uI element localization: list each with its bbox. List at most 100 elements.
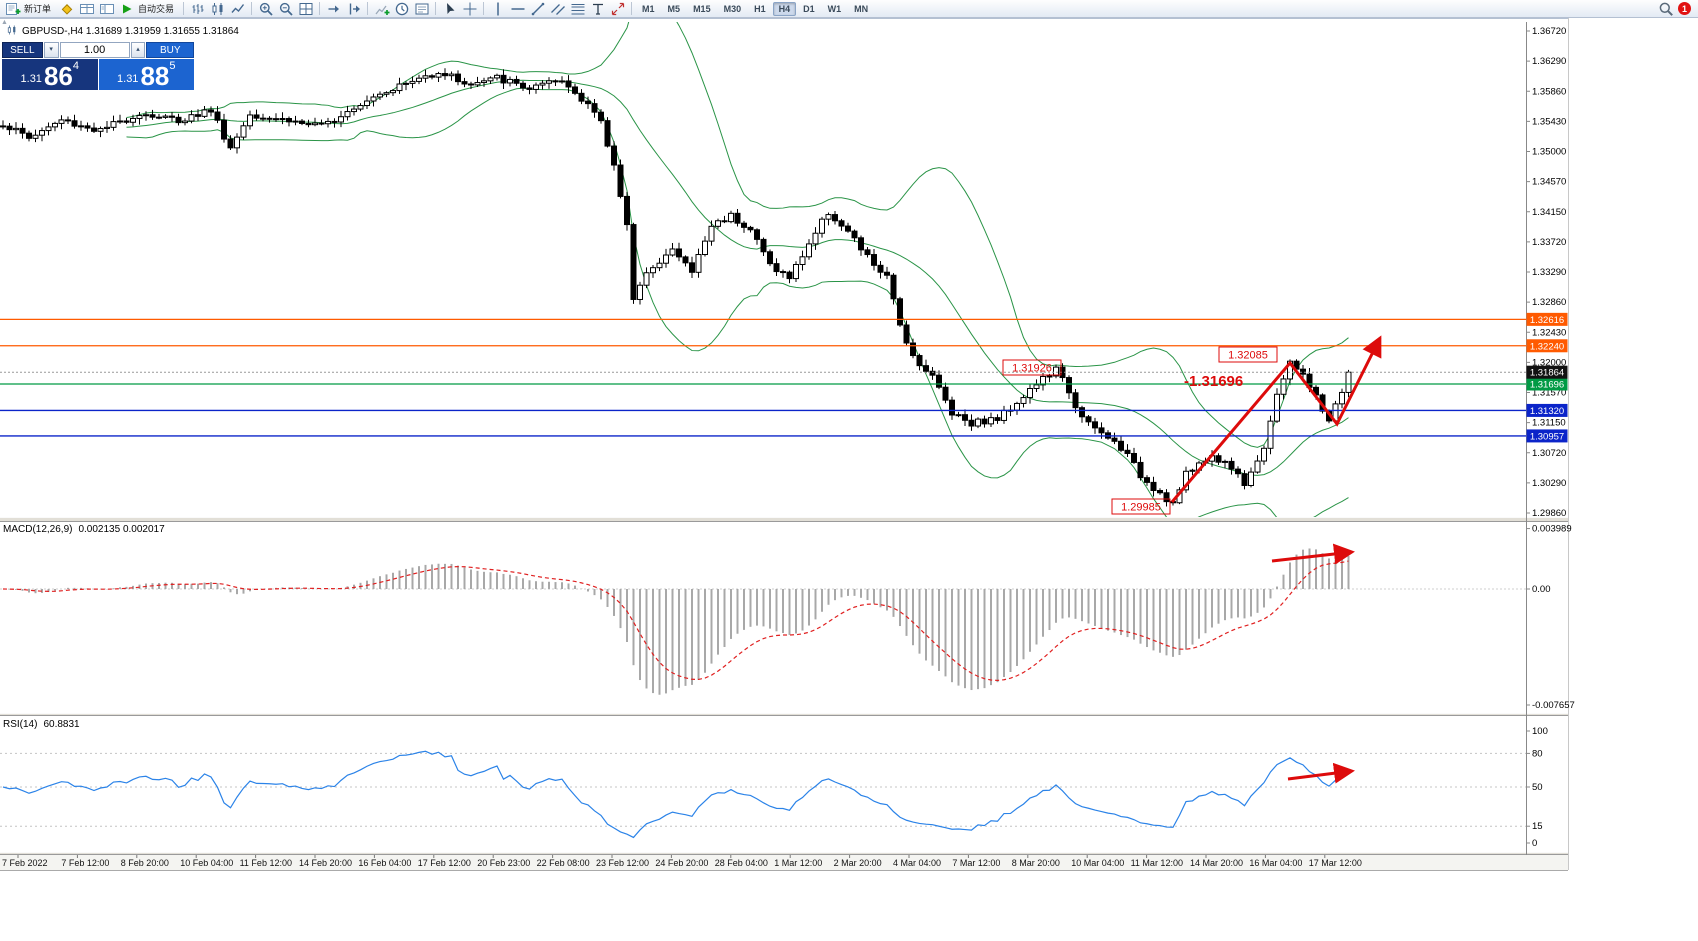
fibonacci-icon[interactable] xyxy=(568,1,587,17)
macd-histogram xyxy=(8,548,1350,695)
zoom-out-icon[interactable] xyxy=(276,1,295,17)
notification-badge[interactable]: 1 xyxy=(1678,2,1691,15)
price-axis[interactable]: 1.36720 1.36290 1.35860 1.35430 1.35000 1.345… xyxy=(1526,26,1566,519)
trend-arrow-rsi[interactable] xyxy=(1287,762,1355,784)
rsi-name: RSI(14) xyxy=(3,719,38,730)
time-axis-label: 20 Feb 23:00 xyxy=(477,858,530,868)
price-axis-label: 1.31150 xyxy=(1532,418,1566,429)
timeframe-button-m15[interactable]: M15 xyxy=(687,2,717,16)
timeframe-button-m30[interactable]: M30 xyxy=(718,2,748,16)
candle-chart-icon[interactable] xyxy=(208,1,227,17)
navigator-icon[interactable] xyxy=(97,1,116,17)
auto-scroll-icon[interactable] xyxy=(324,1,343,17)
time-axis-label: 10 Feb 04:00 xyxy=(180,858,233,868)
trend-line-icon[interactable] xyxy=(528,1,547,17)
buy-price-sup: 5 xyxy=(169,60,176,72)
toolbar-separator xyxy=(435,2,437,15)
chart-title-bar: GBPUSD-,H4 1.31689 1.31959 1.31655 1.318… xyxy=(6,24,239,39)
toolbar-separator xyxy=(367,2,369,15)
sell-price-big: 86 xyxy=(43,61,73,91)
timeframe-button-m5[interactable]: M5 xyxy=(662,2,687,16)
rsi-indicator-label: RSI(14) 60.8831 xyxy=(3,719,80,730)
buy-price-big: 88 xyxy=(140,61,170,91)
time-axis-label: 11 Feb 12:00 xyxy=(240,858,292,868)
panel-separator[interactable] xyxy=(0,852,1568,855)
rsi-value: 60.8831 xyxy=(43,719,80,730)
template-icon[interactable] xyxy=(412,1,431,17)
time-axis-labels: 7 Feb 2022 7 Feb 12:00 8 Feb 20:00 10 Feb 0… xyxy=(2,855,1362,868)
trend-arrow-macd[interactable] xyxy=(1271,543,1355,565)
arrows-icon[interactable] xyxy=(608,1,627,17)
time-axis-label: 8 Mar 20:00 xyxy=(1012,858,1060,868)
panel-separator[interactable] xyxy=(0,713,1568,716)
time-axis[interactable] xyxy=(0,855,1568,870)
price-tag xyxy=(1526,403,1568,417)
buy-price[interactable]: 1.31 88 5 xyxy=(98,59,194,91)
volume-decrease-icon[interactable] xyxy=(43,42,59,58)
channel-icon[interactable] xyxy=(548,1,567,17)
buy-button[interactable]: BUY xyxy=(146,42,195,58)
time-axis-label: 23 Feb 12:00 xyxy=(596,858,649,868)
price-tag-label: 1.31864 xyxy=(1530,368,1564,379)
annotation-text: 1.32085 xyxy=(1228,350,1268,362)
toolbar-separator xyxy=(183,2,185,15)
timeframe-button-w1[interactable]: W1 xyxy=(822,2,848,16)
bollinger-bands xyxy=(126,22,1349,517)
timeframe-button-m1[interactable]: M1 xyxy=(636,2,661,16)
text-icon[interactable] xyxy=(588,1,607,17)
new-order-icon[interactable] xyxy=(3,1,22,17)
price-axis-label: 1.36720 xyxy=(1532,26,1566,37)
price-tag-label: 1.32616 xyxy=(1530,315,1564,326)
period-icon[interactable] xyxy=(392,1,411,17)
price-axis-label: 1.35000 xyxy=(1532,147,1566,158)
macd-axis-label: -0.007657 xyxy=(1532,700,1575,711)
main-toolbar: 新订单 自动交易 M1 M5 M15 M30 H1 H4 D1 W1 MN 1 xyxy=(0,0,1698,18)
time-axis-label: 7 Feb 12:00 xyxy=(61,858,109,868)
volume-increase-icon[interactable] xyxy=(130,42,146,58)
trend-arrow-main[interactable] xyxy=(1170,335,1382,503)
price-tag-label: 1.32240 xyxy=(1530,341,1564,352)
macd-name: MACD(12,26,9) xyxy=(3,524,73,535)
macd-indicator-label: MACD(12,26,9) 0.002135 0.002017 xyxy=(3,524,165,535)
market-watch-icon[interactable] xyxy=(57,1,76,17)
annotation-box[interactable] xyxy=(1218,346,1278,363)
bar-chart-icon[interactable] xyxy=(188,1,207,17)
panel-separator[interactable] xyxy=(0,517,1568,522)
macd-values: 0.002135 0.002017 xyxy=(78,524,165,535)
cursor-icon[interactable] xyxy=(440,1,459,17)
tile-windows-icon[interactable] xyxy=(296,1,315,17)
auto-trading-label[interactable]: 自动交易 xyxy=(138,4,175,14)
new-order-label[interactable]: 新订单 xyxy=(24,4,52,14)
price-axis-label: 1.33290 xyxy=(1532,267,1566,278)
annotation-box[interactable] xyxy=(1111,498,1171,515)
annotation-box[interactable] xyxy=(1002,359,1062,376)
time-axis-label: 14 Mar 20:00 xyxy=(1190,858,1243,868)
search-icon[interactable] xyxy=(1656,1,1675,17)
zoom-in-icon[interactable] xyxy=(256,1,275,17)
sell-price[interactable]: 1.31 86 4 xyxy=(2,59,98,90)
timeframe-button-d1[interactable]: D1 xyxy=(797,2,821,16)
data-window-icon[interactable] xyxy=(77,1,96,17)
time-axis-label: 16 Feb 04:00 xyxy=(358,858,411,868)
timeframe-button-h1[interactable]: H1 xyxy=(748,2,772,16)
sell-button[interactable]: SELL xyxy=(2,42,43,58)
auto-trading-icon[interactable] xyxy=(117,1,136,17)
time-axis-label: 16 Mar 04:00 xyxy=(1249,858,1302,868)
buy-price-prefix: 1.31 xyxy=(117,73,139,85)
timeframe-button-h4[interactable]: H4 xyxy=(772,1,797,16)
timeframe-button-mn[interactable]: MN xyxy=(848,2,874,16)
indicators-icon[interactable] xyxy=(372,1,391,17)
time-axis-label: 7 Mar 12:00 xyxy=(952,858,1000,868)
crosshair-icon[interactable] xyxy=(460,1,479,17)
volume-input[interactable] xyxy=(59,42,130,58)
price-tag-label: 1.31320 xyxy=(1530,406,1564,417)
vertical-line-icon[interactable] xyxy=(488,1,507,17)
time-axis-label: 11 Mar 12:00 xyxy=(1131,858,1183,868)
horizontal-line-icon[interactable] xyxy=(508,1,527,17)
chart-shift-icon[interactable] xyxy=(344,1,363,17)
line-chart-icon[interactable] xyxy=(228,1,247,17)
price-axis-label: 1.32000 xyxy=(1532,357,1566,368)
bollinger-upper xyxy=(126,22,1349,448)
price-axis-label: 1.35860 xyxy=(1532,86,1566,97)
